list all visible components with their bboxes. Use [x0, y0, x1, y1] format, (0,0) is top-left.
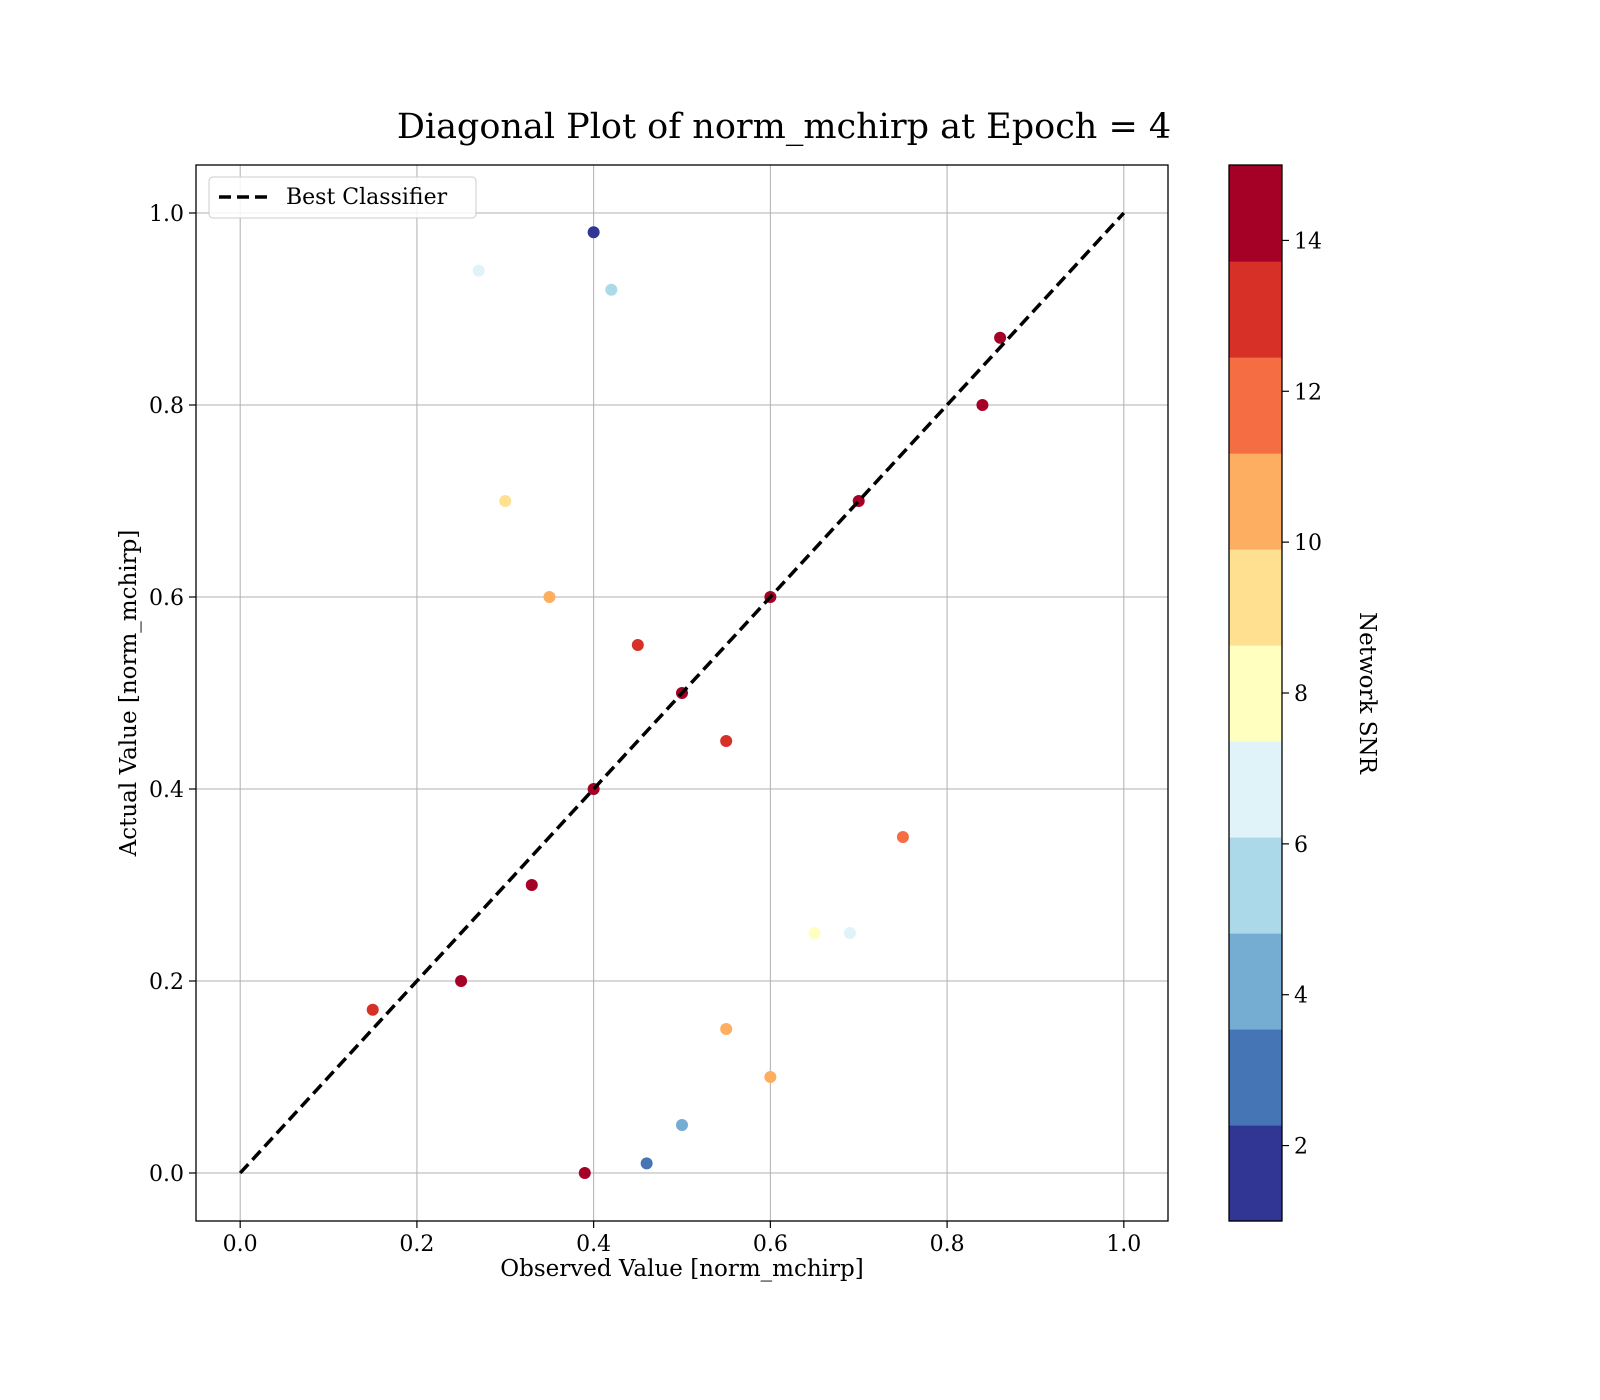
x-tick-label: 1.0 — [1106, 1232, 1141, 1257]
chart-title: Diagonal Plot of norm_mchirp at Epoch = … — [397, 107, 1171, 147]
scatter-point — [366, 1003, 379, 1016]
y-tick-label: 0.6 — [149, 586, 184, 611]
colorbar-segment — [1229, 645, 1282, 742]
scatter-point — [764, 1071, 777, 1083]
colorbar-segment — [1229, 1029, 1282, 1126]
colorbar — [1229, 165, 1282, 1222]
colorbar-label: Network SNR — [1354, 612, 1380, 775]
colorbar-tick-label: 10 — [1294, 531, 1322, 556]
y-tick-label: 0.8 — [149, 394, 184, 419]
colorbar-tick-label: 4 — [1294, 984, 1308, 1009]
colorbar-segment — [1229, 549, 1282, 646]
colorbar-tick-label: 14 — [1294, 229, 1322, 254]
legend-entry-best-classifier: Best Classifier — [286, 185, 448, 210]
x-tick-label: 0.6 — [753, 1232, 788, 1257]
y-axis-label: Actual Value [norm_mchirp] — [116, 530, 142, 858]
legend-box — [208, 176, 477, 219]
legend: Best Classifier — [208, 176, 477, 219]
x-tick-label: 0.4 — [576, 1232, 611, 1257]
colorbar-segment — [1229, 1125, 1282, 1222]
colorbar-segment — [1229, 357, 1282, 454]
colorbar-tick-label: 2 — [1294, 1135, 1308, 1160]
y-tick-label: 0.4 — [149, 778, 184, 803]
scatter-point — [843, 927, 856, 939]
colorbar-tick-label: 6 — [1294, 833, 1308, 858]
scatter-point — [455, 975, 468, 987]
colorbar-ticks: 2 4 6 8 10 12 14 — [1282, 229, 1322, 1160]
scatter-point — [631, 639, 644, 651]
x-axis-ticks: 0.0 0.2 0.4 0.6 0.8 1.0 — [223, 1221, 1141, 1257]
colorbar-segment — [1229, 261, 1282, 358]
scatter-point — [543, 591, 556, 603]
colorbar-tick-label: 8 — [1294, 682, 1308, 707]
scatter-point — [472, 264, 485, 277]
scatter-point — [578, 1167, 591, 1179]
reference-line-layer — [238, 211, 1126, 1175]
x-axis-label: Observed Value [norm_mchirp] — [500, 1256, 863, 1282]
scatter-point — [525, 879, 538, 891]
colorbar-segment — [1229, 741, 1282, 838]
scatter-point — [976, 399, 989, 411]
colorbar-segment — [1229, 933, 1282, 1030]
x-tick-label: 0.8 — [930, 1232, 965, 1257]
scatter-point — [676, 1119, 688, 1131]
scatter-point — [640, 1157, 653, 1170]
colorbar-segment — [1229, 837, 1282, 934]
best-classifier-line — [238, 211, 1126, 1175]
scatter-point — [720, 735, 733, 747]
y-tick-label: 0.2 — [149, 970, 184, 995]
scatter-point — [499, 495, 512, 507]
scatter-point — [605, 283, 618, 296]
y-axis-ticks: 0.0 0.2 0.4 0.6 0.8 1.0 — [149, 202, 196, 1187]
colorbar-segment — [1229, 165, 1282, 262]
colorbar-tick-label: 12 — [1294, 380, 1322, 405]
scatter-point — [587, 226, 600, 239]
y-tick-label: 0.0 — [149, 1162, 184, 1187]
x-tick-label: 0.0 — [223, 1232, 258, 1257]
scatter-point — [994, 331, 1007, 344]
plot-frame — [195, 164, 1169, 1222]
scatter-points — [366, 226, 1007, 1179]
x-tick-label: 0.2 — [399, 1232, 434, 1257]
scatter-point — [896, 831, 909, 843]
colorbar-segment — [1229, 453, 1282, 550]
scatter-point — [720, 1023, 733, 1035]
scatter-point — [808, 927, 821, 939]
y-tick-label: 1.0 — [149, 202, 184, 227]
